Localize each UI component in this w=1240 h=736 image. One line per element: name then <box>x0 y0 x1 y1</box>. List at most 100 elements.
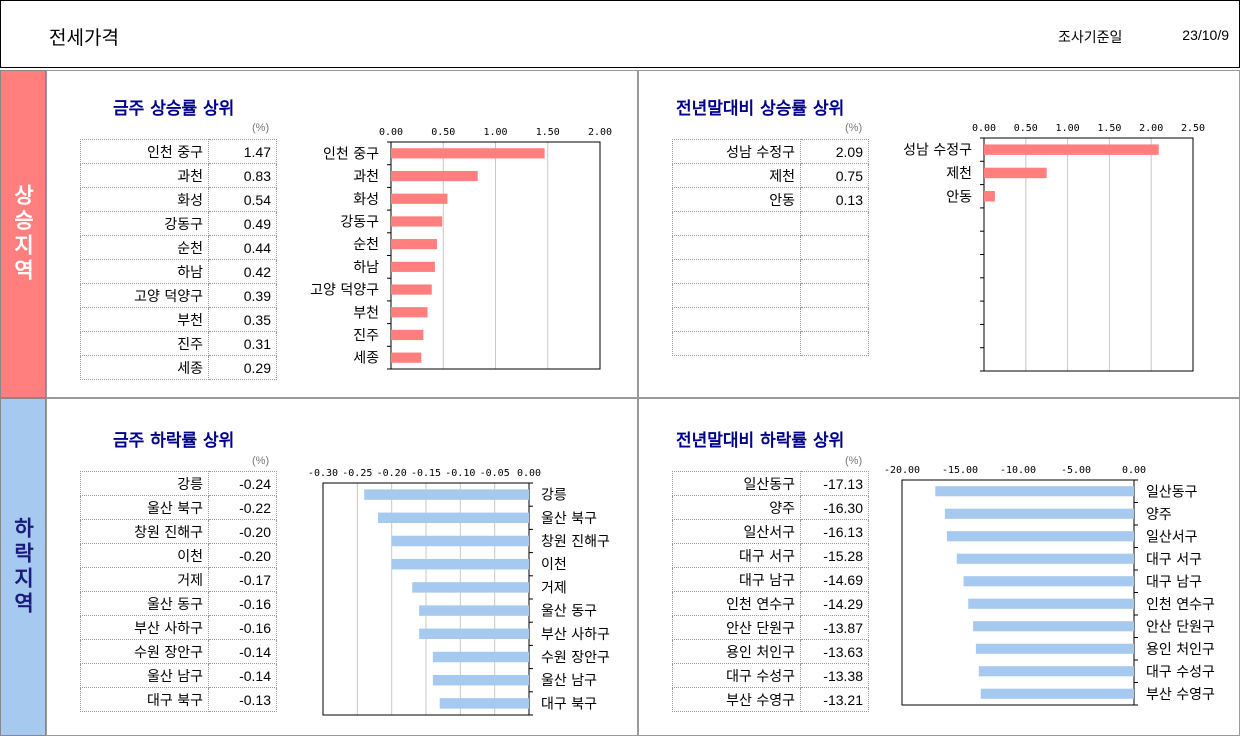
bar <box>419 605 529 616</box>
table-row: 부산 사하구 -0.16 <box>80 615 277 640</box>
category-label: 거제 <box>541 580 567 596</box>
category-label: 용인 처인구 <box>1146 642 1215 658</box>
table-row: 강동구 0.49 <box>80 211 277 236</box>
change-rate <box>800 235 869 260</box>
region-name: 울산 북구 <box>80 495 209 520</box>
region-name: 창원 진해구 <box>80 519 209 544</box>
x-tick-label: 2.00 <box>1139 123 1163 134</box>
change-rate: -0.17 <box>208 567 277 592</box>
region-name: 거제 <box>80 567 209 592</box>
x-tick-label: 0.00 <box>972 123 996 134</box>
table-row: 수원 장안구 -0.14 <box>80 639 277 664</box>
table-row <box>672 235 869 260</box>
region-name: 일산서구 <box>672 519 801 544</box>
x-tick-label: -15.00 <box>942 465 978 476</box>
bar <box>973 621 1134 632</box>
ytd-rise-unit: (%) <box>845 122 863 134</box>
category-label: 과천 <box>353 169 379 185</box>
change-rate: -16.30 <box>800 495 869 520</box>
region-name: 부산 사하구 <box>80 615 209 640</box>
category-label: 대구 서구 <box>1146 552 1202 568</box>
weekly-rise-table: 인천 중구 1.47 과천 0.83 화성 0.54 강동구 0.49 순천 0.44 하남 0.42… <box>80 139 277 380</box>
table-row <box>672 331 869 356</box>
category-label: 부산 수영구 <box>1146 687 1215 703</box>
category-label: 순천 <box>353 237 379 253</box>
change-rate: 1.47 <box>208 139 277 164</box>
category-label: 수원 장안구 <box>541 650 610 666</box>
table-row: 세종 0.29 <box>80 355 277 380</box>
bar <box>391 329 424 341</box>
change-rate: -0.22 <box>208 495 277 520</box>
change-rate: -15.28 <box>800 543 869 568</box>
x-tick-label: 1.00 <box>483 127 507 138</box>
x-tick-label: 0.50 <box>1014 123 1038 134</box>
region-name <box>672 307 801 332</box>
x-tick-label: -10.00 <box>1000 465 1036 476</box>
region-name <box>672 331 801 356</box>
category-label: 성남 수정구 <box>903 143 972 159</box>
table-row: 과천 0.83 <box>80 163 277 188</box>
x-tick-label: -0.10 <box>445 468 475 479</box>
table-row: 인천 중구 1.47 <box>80 139 277 164</box>
bar <box>984 167 1047 179</box>
falling-region-text: 하락지역 <box>11 517 35 617</box>
bar <box>968 598 1134 609</box>
x-tick-label: -0.05 <box>480 468 510 479</box>
x-tick-label: 2.00 <box>588 127 612 138</box>
region-name: 대구 남구 <box>672 567 801 592</box>
region-name: 울산 동구 <box>80 591 209 616</box>
change-rate <box>800 307 869 332</box>
table-row <box>672 211 869 236</box>
table-row: 성남 수정구 2.09 <box>672 139 869 164</box>
table-row: 진주 0.31 <box>80 331 277 356</box>
category-label: 인천 중구 <box>323 146 379 162</box>
change-rate: -16.13 <box>800 519 869 544</box>
weekly-rise-unit: (%) <box>252 122 270 134</box>
table-row: 화성 0.54 <box>80 187 277 212</box>
category-label: 안동 <box>946 189 972 205</box>
category-label: 고양 덕양구 <box>310 283 379 299</box>
region-name: 안산 단원구 <box>672 615 801 640</box>
bar <box>391 193 448 204</box>
category-label: 울산 동구 <box>541 604 597 620</box>
region-name: 이천 <box>80 543 209 568</box>
table-row: 양주 -16.30 <box>672 495 869 520</box>
table-row: 부천 0.35 <box>80 307 277 332</box>
region-name: 수원 장안구 <box>80 639 209 664</box>
table-row: 용인 처인구 -13.63 <box>672 639 869 664</box>
bar <box>391 216 443 227</box>
change-rate: 0.35 <box>208 307 277 332</box>
change-rate: -14.69 <box>800 567 869 592</box>
change-rate: -0.24 <box>208 471 277 496</box>
category-label: 안산 단원구 <box>1146 619 1215 635</box>
bar <box>935 486 1134 497</box>
change-rate <box>800 259 869 284</box>
table-row: 울산 북구 -0.22 <box>80 495 277 520</box>
survey-date-value: 23/10/9 <box>1182 27 1229 43</box>
bar <box>984 144 1159 155</box>
weekly-fall-unit: (%) <box>252 455 270 467</box>
region-name: 세종 <box>80 355 209 380</box>
ytd-rise-table: 성남 수정구 2.09 제천 0.75 안동 0.13 <box>672 139 869 356</box>
change-rate: -13.63 <box>800 639 869 664</box>
region-name: 부산 수영구 <box>672 687 801 712</box>
table-row: 일산동구 -17.13 <box>672 471 869 496</box>
table-row: 하남 0.42 <box>80 259 277 284</box>
region-name: 성남 수정구 <box>672 139 801 164</box>
x-tick-label: -0.30 <box>308 468 338 479</box>
category-label: 부산 사하구 <box>541 627 610 643</box>
category-label: 제천 <box>946 166 972 182</box>
x-tick-label: -20.00 <box>884 465 920 476</box>
table-row <box>672 259 869 284</box>
bar <box>391 307 428 318</box>
table-row: 고양 덕양구 0.39 <box>80 283 277 308</box>
change-rate: 2.09 <box>800 139 869 164</box>
x-tick-label: 1.50 <box>536 127 560 138</box>
page-header: 전세가격 조사기준일 23/10/9 <box>0 0 1240 68</box>
rising-region-text: 상승지역 <box>11 184 35 284</box>
bar <box>391 535 529 547</box>
table-row: 대구 서구 -15.28 <box>672 543 869 568</box>
table-row: 거제 -0.17 <box>80 567 277 592</box>
weekly-fall-table: 강릉 -0.24 울산 북구 -0.22 창원 진해구 -0.20 이천 -0.20 거제 -0.… <box>80 471 277 712</box>
